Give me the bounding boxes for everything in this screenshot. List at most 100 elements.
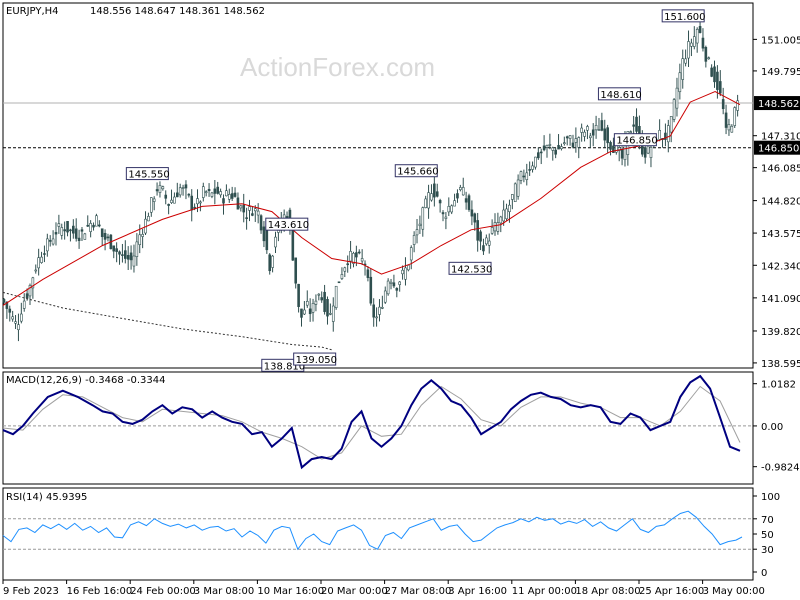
candle-body [727, 124, 731, 131]
candle-body [115, 248, 118, 252]
candle-body [577, 137, 581, 148]
x-tick-label: 11 Apr 00:00 [512, 586, 577, 597]
candle-body [259, 215, 263, 231]
candle-body [11, 316, 14, 320]
candle-body [392, 282, 396, 287]
candle-body [635, 116, 638, 132]
price-label-text: 142.530 [451, 264, 492, 275]
candle-body [126, 255, 130, 260]
price-label-text: 145.660 [397, 167, 438, 178]
candle-body [355, 252, 358, 258]
candle-body [412, 235, 416, 245]
candle-body [124, 250, 127, 259]
candle-body [199, 201, 202, 204]
candle-body [435, 191, 439, 197]
macd-title: MACD(12,26,9) -0.3468 -0.3344 [6, 375, 166, 386]
candle-body [77, 237, 81, 242]
macd-layer: 1.0182 0.00 -0.9824 [2, 374, 800, 474]
candle-body [173, 196, 176, 204]
candle-body [531, 165, 534, 170]
candle-body [733, 107, 737, 126]
candle-body [534, 156, 537, 168]
candle-body [233, 192, 237, 197]
y-tick-label: 138.595 [761, 359, 800, 370]
candle-body [461, 187, 465, 196]
candle-body [600, 120, 604, 131]
candle-body [383, 290, 387, 303]
candle-body [2, 299, 6, 303]
candle-body [323, 291, 326, 312]
candle-body [167, 203, 170, 206]
candle-body [736, 100, 739, 111]
price-label-box [125, 167, 169, 181]
candle-body [331, 305, 335, 322]
candle-body [352, 252, 355, 264]
candle-body [487, 240, 491, 246]
price-label-text: 146.850 [616, 136, 657, 147]
candle-body [707, 57, 711, 60]
candle-body [164, 194, 168, 199]
candle-body [672, 99, 676, 120]
candle-body [239, 205, 243, 209]
candle-body [138, 234, 142, 245]
price-label-text: 148.610 [600, 90, 641, 101]
x-tick-label: 25 Apr 16:00 [639, 586, 704, 597]
candle-body [141, 234, 144, 237]
candle-body [681, 58, 685, 80]
y-tick-label: 142.340 [761, 261, 800, 272]
rsi-tick-label: 100 [761, 492, 780, 503]
candle-body [285, 216, 289, 219]
candle-body [470, 209, 474, 217]
candle-body [334, 285, 338, 308]
candle-body [430, 193, 433, 201]
candle-body [560, 146, 563, 150]
candle-body [14, 321, 17, 324]
moving-average-short-line [2, 91, 741, 306]
candle-body [308, 308, 312, 315]
candle-body [60, 227, 64, 236]
price-label-box [394, 164, 438, 178]
candle-body [86, 224, 90, 227]
candle-body [464, 198, 468, 203]
candle-body [730, 125, 734, 133]
candle-body [210, 192, 214, 197]
candle-body [620, 148, 624, 159]
candle-body [513, 183, 517, 202]
candle-body [213, 188, 217, 194]
candle-body [343, 267, 347, 272]
candle-body [31, 277, 35, 289]
price-label-text: 145.550 [128, 170, 169, 181]
rsi-title: RSI(14) 45.9395 [6, 492, 87, 503]
price-axis: 151.005 149.795 147.310 146.085 144.820 143.5… [753, 35, 800, 370]
candle-body [48, 240, 52, 242]
candle-body [710, 67, 713, 77]
candle-body [724, 112, 728, 128]
candle-body [421, 207, 425, 230]
candle-body [34, 269, 38, 272]
candle-body [161, 186, 165, 190]
current-price-label: 148.562 [758, 99, 799, 110]
candle-body [482, 245, 485, 252]
candle-body [404, 267, 407, 280]
y-tick-label: 151.005 [761, 35, 800, 46]
candle-body [340, 274, 344, 279]
candle-body [606, 127, 609, 144]
candle-body [678, 72, 682, 93]
candle-body [51, 238, 55, 245]
price-label-box [613, 133, 657, 147]
candle-body [433, 183, 436, 198]
candle-body [704, 47, 708, 62]
candle-body [230, 193, 234, 199]
x-tick-label: 10 Mar 16:00 [257, 586, 324, 597]
candle-body [519, 171, 523, 181]
rsi-tick-label: 50 [761, 530, 774, 541]
candle-body [424, 198, 427, 208]
candle-body [256, 210, 260, 216]
candle-body [548, 144, 552, 146]
candle-body [204, 191, 208, 194]
candle-body [675, 87, 679, 109]
candle-body [658, 130, 661, 140]
candle-body [80, 229, 84, 232]
